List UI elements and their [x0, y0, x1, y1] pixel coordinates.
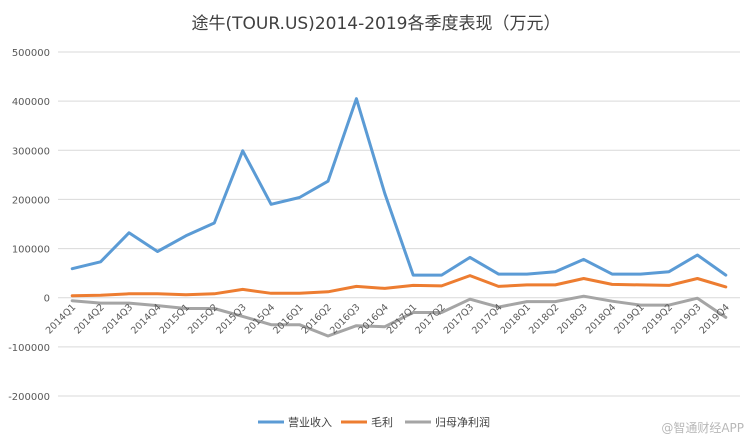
x-tick-label: 2018Q4 [584, 302, 618, 336]
x-tick-label: 2019Q3 [669, 302, 703, 336]
x-tick-label: 2016Q4 [356, 302, 390, 336]
y-axis-tick-labels: 500000 400000 300000 200000 100000 0 -100000 -2… [8, 48, 50, 403]
x-tick-label: 2019Q1 [612, 302, 646, 336]
legend-label: 毛利 [371, 416, 393, 429]
y-tick-label: 500000 [12, 48, 50, 59]
y-tick-label: 100000 [12, 245, 50, 256]
legend-label: 营业收入 [288, 415, 332, 429]
x-tick-label: 2019Q2 [641, 302, 675, 336]
x-tick-label: 2014Q3 [101, 302, 135, 336]
x-tick-label: 2019Q4 [697, 302, 731, 336]
x-tick-label: 2017Q3 [442, 302, 476, 336]
y-tick-label: 0 [44, 294, 50, 305]
x-tick-label: 2014Q1 [44, 302, 78, 336]
legend: 营业收入 毛利 归母净利润 [258, 415, 490, 429]
y-tick-label: 300000 [12, 146, 50, 157]
x-tick-label: 2014Q4 [129, 302, 163, 336]
x-tick-label: 2018Q3 [555, 302, 589, 336]
watermark-text: @智通财经APP [661, 420, 744, 435]
legend-label: 归母净利润 [435, 415, 490, 429]
x-tick-label: 2018Q2 [527, 302, 561, 336]
x-tick-label: 2014Q2 [72, 302, 106, 336]
y-tick-label: -200000 [8, 392, 50, 403]
series-line-2 [70, 274, 728, 298]
x-tick-label: 2017Q1 [385, 302, 419, 336]
chart-title: 途牛(TOUR.US)2014-2019各季度表现（万元） [192, 14, 561, 34]
y-tick-label: 400000 [12, 97, 50, 108]
x-tick-label: 2016Q3 [328, 302, 362, 336]
series-lines [70, 97, 728, 338]
x-axis-tick-labels: 2014Q12014Q22014Q32014Q42015Q12015Q22015… [44, 302, 732, 336]
series-line-3 [70, 294, 728, 338]
x-tick-label: 2017Q4 [470, 302, 504, 336]
x-tick-label: 2017Q2 [413, 302, 447, 336]
y-tick-label: -100000 [8, 343, 50, 354]
gridlines [58, 51, 740, 397]
x-tick-label: 2016Q1 [271, 302, 305, 336]
x-tick-label: 2015Q3 [214, 302, 248, 336]
y-tick-label: 200000 [12, 195, 50, 206]
series-line-1 [70, 97, 728, 277]
